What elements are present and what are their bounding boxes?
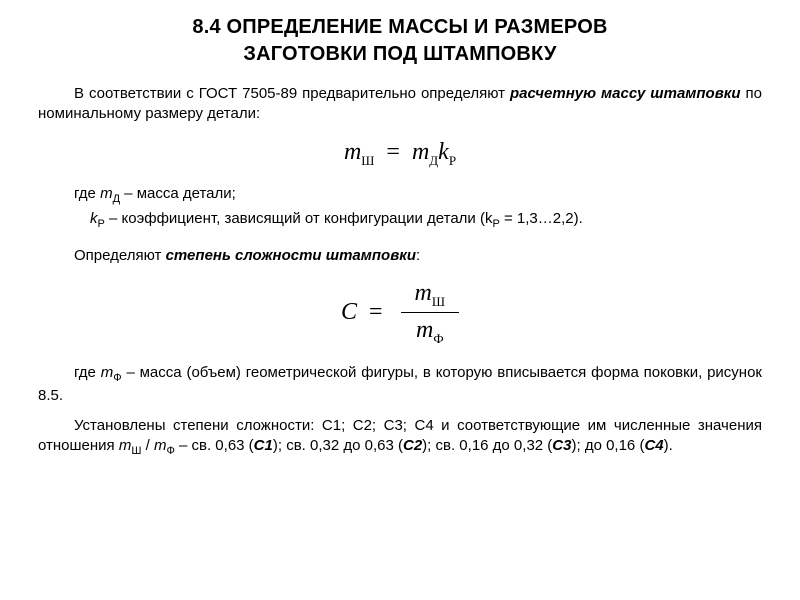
- den-m: m: [416, 317, 433, 343]
- p2c: :: [416, 247, 420, 264]
- pfd-sub: Ф: [166, 445, 174, 457]
- frac-num: mШ: [401, 280, 459, 313]
- f1-kp-sub: Р: [449, 152, 456, 167]
- md-sub: Д: [113, 193, 120, 205]
- num-m: m: [415, 280, 432, 306]
- section-heading: 8.4 ОПРЕДЕЛЕНИЕ МАССЫ И РАЗМЕРОВ ЗАГОТОВ…: [38, 14, 762, 68]
- md-text: – масса детали;: [120, 185, 236, 202]
- kp-text2: = 1,3…2,2).: [500, 210, 583, 227]
- pfd: m: [154, 437, 167, 454]
- mf-text: – масса (объем) геометрической фигуры, в…: [38, 364, 762, 404]
- pfb-sub: Ш: [131, 445, 141, 457]
- pfh: С2: [403, 437, 422, 454]
- f1-m: m: [344, 139, 361, 165]
- pfe: – св. 0,63 (: [175, 437, 254, 454]
- where-label2: где: [74, 364, 101, 381]
- title-line1: 8.4 ОПРЕДЕЛЕНИЕ МАССЫ И РАЗМЕРОВ: [192, 16, 607, 38]
- mf-sub: Ф: [113, 372, 121, 384]
- intro-text-a: В соответствии с ГОСТ 7505-89 предварите…: [74, 85, 510, 102]
- f1-m-sub: Ш: [361, 152, 374, 167]
- pfm: ).: [664, 437, 673, 454]
- formula-complexity: C = mШ mФ: [38, 280, 762, 347]
- final-paragraph: Установлены степени сложности: С1; С2; С…: [38, 416, 762, 459]
- title-line2: ЗАГОТОВКИ ПОД ШТАМПОВКУ: [243, 43, 556, 65]
- p2a: Определяют: [74, 247, 166, 264]
- kp-text: – коэффициент, зависящий от конфигурации…: [105, 210, 493, 227]
- den-sub: Ф: [433, 331, 443, 346]
- document-page: 8.4 ОПРЕДЕЛЕНИЕ МАССЫ И РАЗМЕРОВ ЗАГОТОВ…: [0, 0, 800, 459]
- f2-eq: =: [369, 299, 383, 325]
- frac-den: mФ: [401, 313, 459, 347]
- where-label: где: [74, 185, 100, 202]
- f1-eq: =: [386, 139, 400, 165]
- pfb: m: [119, 437, 132, 454]
- fraction: mШ mФ: [401, 280, 459, 347]
- pfi: ); св. 0,16 до 0,32 (: [422, 437, 552, 454]
- p2b: степень сложности штамповки: [166, 247, 416, 264]
- definition-kp: kР – коэффициент, зависящий от конфигура…: [38, 209, 762, 232]
- intro-term: расчетную массу штамповки: [510, 85, 741, 102]
- f2-C: C: [341, 299, 357, 325]
- pff: С1: [254, 437, 273, 454]
- pfj: С3: [552, 437, 571, 454]
- complexity-intro: Определяют степень сложности штамповки:: [38, 246, 762, 266]
- pfg: ); св. 0,32 до 0,63 (: [273, 437, 403, 454]
- definition-mf: где mФ – масса (объем) геометрической фи…: [38, 363, 762, 406]
- num-sub: Ш: [432, 294, 445, 309]
- intro-paragraph: В соответствии с ГОСТ 7505-89 предварите…: [38, 84, 762, 125]
- kp-sub: Р: [98, 218, 105, 230]
- formula-mass: mШ = mДkР: [38, 139, 762, 169]
- f1-kp: k: [438, 139, 449, 165]
- pfk: ); до 0,16 (: [571, 437, 644, 454]
- f1-md: m: [412, 139, 429, 165]
- definition-md: где mД – масса детали;: [38, 184, 762, 207]
- pfl: С4: [644, 437, 663, 454]
- f1-md-sub: Д: [429, 152, 438, 167]
- mf-sym: m: [101, 364, 114, 381]
- kp-sub2: Р: [492, 218, 499, 230]
- pfc: /: [141, 437, 154, 454]
- md-sym: m: [100, 185, 113, 202]
- kp-sym: k: [90, 210, 98, 227]
